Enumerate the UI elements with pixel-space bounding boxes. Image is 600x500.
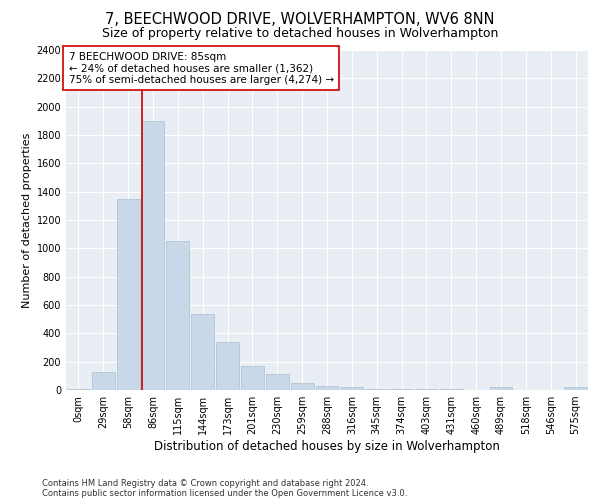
Bar xyxy=(191,314,214,390)
Text: Size of property relative to detached houses in Wolverhampton: Size of property relative to detached ho… xyxy=(102,28,498,40)
Text: 7, BEECHWOOD DRIVE, WOLVERHAMPTON, WV6 8NN: 7, BEECHWOOD DRIVE, WOLVERHAMPTON, WV6 8… xyxy=(105,12,495,28)
Bar xyxy=(291,383,314,390)
Bar xyxy=(117,198,140,390)
Bar xyxy=(365,388,388,390)
Text: Contains HM Land Registry data © Crown copyright and database right 2024.: Contains HM Land Registry data © Crown c… xyxy=(42,478,368,488)
Bar xyxy=(142,121,164,390)
Bar xyxy=(166,242,189,390)
Bar xyxy=(266,374,289,390)
Bar xyxy=(316,386,338,390)
Bar xyxy=(241,366,264,390)
Bar xyxy=(67,388,90,390)
Bar xyxy=(390,388,413,390)
Bar xyxy=(490,387,512,390)
Bar xyxy=(564,387,587,390)
X-axis label: Distribution of detached houses by size in Wolverhampton: Distribution of detached houses by size … xyxy=(154,440,500,453)
Bar xyxy=(340,387,363,390)
Bar xyxy=(92,372,115,390)
Text: Contains public sector information licensed under the Open Government Licence v3: Contains public sector information licen… xyxy=(42,488,407,498)
Bar xyxy=(216,342,239,390)
Y-axis label: Number of detached properties: Number of detached properties xyxy=(22,132,32,308)
Text: 7 BEECHWOOD DRIVE: 85sqm
← 24% of detached houses are smaller (1,362)
75% of sem: 7 BEECHWOOD DRIVE: 85sqm ← 24% of detach… xyxy=(68,52,334,85)
